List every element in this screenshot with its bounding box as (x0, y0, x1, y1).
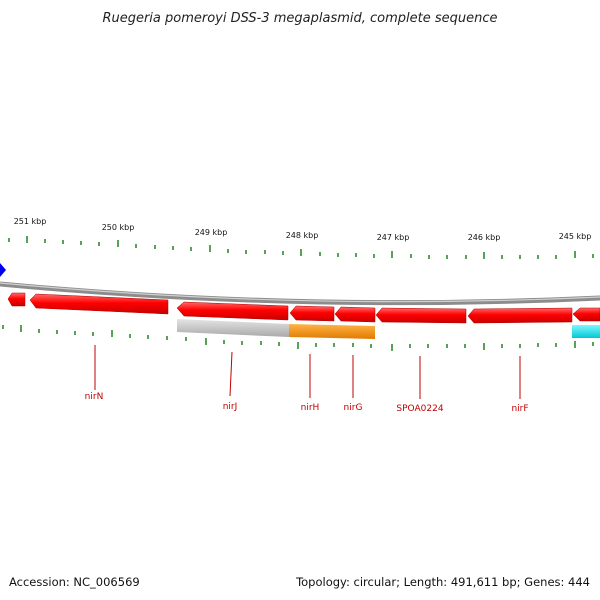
cyan-feature[interactable] (572, 325, 600, 338)
scale-label: 249 kbp (195, 228, 228, 237)
gene-arrow-nirH[interactable] (289, 305, 335, 322)
gene-arrow-nirG[interactable] (334, 306, 376, 323)
gene-label-nirN[interactable]: nirN (85, 392, 104, 402)
gene-label-nirF[interactable]: nirF (511, 404, 528, 414)
gene-arrow-nirF[interactable] (467, 307, 573, 324)
scale-label: 248 kbp (286, 231, 319, 240)
scale-label: 246 kbp (468, 233, 501, 242)
gene-arrow-SPOA0224[interactable] (375, 307, 467, 324)
accession-text: Accession: NC_006569 (9, 575, 140, 589)
map-title: Ruegeria pomeroyi DSS-3 megaplasmid, com… (102, 11, 497, 26)
scale-label: 251 kbp (14, 217, 47, 226)
gene-label-SPOA0224[interactable]: SPOA0224 (396, 404, 443, 414)
gene-arrow-nirN[interactable] (29, 293, 169, 315)
scale-label: 245 kbp (559, 232, 592, 241)
scale-labels: 251 kbp 250 kbp 249 kbp 248 kbp 247 kbp … (14, 217, 592, 242)
feature-track (177, 319, 600, 339)
gene-arrow[interactable] (7, 292, 26, 307)
backbone-arc (0, 281, 600, 306)
scale-label: 250 kbp (102, 223, 135, 232)
gene-arrow-nirJ[interactable] (176, 301, 289, 321)
topology-summary: Topology: circular; Length: 491,611 bp; … (295, 575, 590, 589)
gene-label-nirH[interactable]: nirH (301, 403, 320, 413)
outer-scale-ticks (8, 236, 594, 259)
gene-label-leaders (94, 345, 521, 399)
blue-marker-arrow (0, 263, 6, 277)
gene-labels: nirN nirJ nirH nirG SPOA0224 nirF (85, 392, 529, 414)
gray-feature[interactable] (177, 319, 289, 337)
scale-label: 247 kbp (377, 233, 410, 242)
gene-label-nirJ[interactable]: nirJ (223, 402, 238, 412)
backbone-highlight (0, 282, 600, 303)
inner-scale-ticks (2, 325, 594, 351)
gene-label-nirG[interactable]: nirG (344, 403, 363, 413)
orange-feature[interactable] (289, 324, 375, 339)
gene-arrow[interactable] (572, 307, 600, 322)
gene-track (7, 292, 600, 324)
